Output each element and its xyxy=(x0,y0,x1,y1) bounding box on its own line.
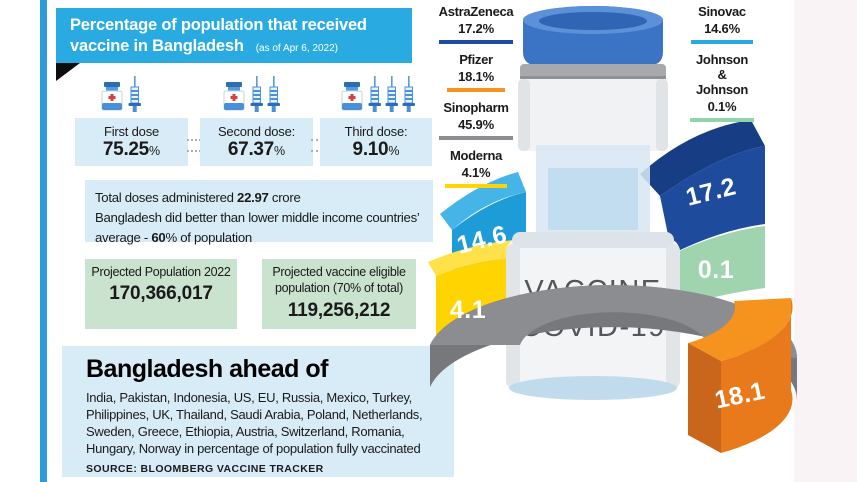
legend-percent: 18.1% xyxy=(458,68,494,84)
dose-value: 9.10 xyxy=(352,139,389,160)
dose-icon-group-2 xyxy=(222,74,280,116)
projection-label: Projected vaccine eligible population (7… xyxy=(272,265,406,296)
slice-label-moderna: 4.1 xyxy=(450,296,486,324)
as-of-date: (as of Apr 6, 2022) xyxy=(255,42,338,54)
legend-name: AstraZeneca xyxy=(438,4,514,19)
dose-icon-group-3 xyxy=(340,74,415,116)
legend-color-bar xyxy=(445,183,507,188)
pie-segment-sinopharm xyxy=(430,285,797,400)
legend-entry-moderna: Moderna 4.1% xyxy=(437,147,515,188)
right-background xyxy=(794,0,857,482)
vial-glass-base xyxy=(509,376,677,400)
syringe-icon xyxy=(128,76,141,112)
projection-value: 170,366,017 xyxy=(109,283,213,305)
legend-color-bar xyxy=(691,39,753,44)
legend-percent: 0.1% xyxy=(707,98,737,114)
dose-icon-group-1 xyxy=(100,74,141,116)
legend-entry-sinopharm: Sinopharm 45.9% xyxy=(437,99,515,140)
legend-entry-pfizer: Pfizer 18.1% xyxy=(437,51,515,92)
legend-percent: 14.6% xyxy=(704,20,740,36)
banner-tail xyxy=(56,63,80,81)
slice-label-sinopharm: 45.9 xyxy=(515,420,566,448)
syringe-icon xyxy=(368,76,381,112)
dose-label: First dose xyxy=(103,124,160,139)
syringe-icon xyxy=(250,76,263,112)
ahead-title: Bangladesh ahead of xyxy=(86,355,328,383)
projection-card-eligible: Projected vaccine eligible population (7… xyxy=(262,259,416,329)
legend-name: Johnson & Johnson xyxy=(696,51,749,97)
legend-right-column: Sinovac 14.6% Johnson & Johnson 0.1% xyxy=(683,4,761,131)
page-title: Percentage of population that received v… xyxy=(70,16,367,55)
legend-name: Pfizer xyxy=(459,51,493,67)
vial-icon xyxy=(223,82,245,111)
legend-entry-astrazeneca: AstraZeneca 17.2% xyxy=(437,4,515,44)
dotted-connector xyxy=(311,139,322,152)
total-doses-box: Total doses administered 22.97 crore Ban… xyxy=(85,180,433,245)
legend-entry-sinovac: Sinovac 14.6% xyxy=(683,4,761,44)
vaccine-brand-pie-chart: VACCINE COVID-19 17.2 0.1 18.1 45.9 4.1 … xyxy=(428,0,857,482)
vial-icon xyxy=(101,82,123,111)
dose-label: Third dose: xyxy=(344,124,408,139)
dose-unit: % xyxy=(388,144,400,158)
syringe-icon xyxy=(267,76,280,112)
projection-card-population: Projected Population 2022 170,366,017 xyxy=(85,259,237,329)
legend-name: Sinovac xyxy=(698,4,746,19)
legend-entry-johnson-johnson: Johnson & Johnson 0.1% xyxy=(683,51,761,122)
projection-label: Projected Population 2022 xyxy=(91,265,231,279)
dose-value: 67.37 xyxy=(227,139,274,160)
comparison-value: 60 xyxy=(151,229,166,245)
total-doses-value: 22.97 xyxy=(237,190,269,205)
dotted-connector xyxy=(187,139,201,152)
vial-neck-ring xyxy=(520,64,666,79)
pie-segment-johnson-johnson xyxy=(673,226,765,308)
legend-percent: 45.9% xyxy=(458,116,494,132)
legend-percent: 4.1% xyxy=(461,164,491,180)
vial-shoulder xyxy=(518,79,668,151)
pie-segment-astrazeneca xyxy=(640,120,765,254)
legend-left-column: AstraZeneca 17.2% Pfizer 18.1% Sinopharm… xyxy=(437,4,515,197)
title-banner: Percentage of population that received v… xyxy=(56,8,412,63)
legend-percent: 17.2% xyxy=(458,20,494,36)
total-doses-unit: crore xyxy=(268,190,301,205)
dose-label: Second dose: xyxy=(217,124,296,139)
pie-segment-pfizer xyxy=(688,298,793,453)
legend-name: Moderna xyxy=(449,147,503,163)
dose-value: 75.25 xyxy=(102,139,149,160)
left-accent-stripe xyxy=(40,0,47,482)
slice-label-johnson-johnson: 0.1 xyxy=(698,256,734,284)
dose-unit: % xyxy=(273,144,286,158)
legend-name: Sinopharm xyxy=(443,99,509,115)
dose-card-first: First dose 75.25% xyxy=(75,118,188,166)
dose-card-third: Third dose: 9.10% xyxy=(320,118,432,166)
syringe-icon xyxy=(402,76,415,112)
vaccine-vial-illustration: VACCINE COVID-19 xyxy=(506,6,680,400)
dose-card-second: Second dose: 67.37% xyxy=(200,118,313,166)
legend-color-bar xyxy=(447,87,505,92)
total-doses-text: Total doses administered xyxy=(95,190,238,205)
syringe-icon xyxy=(385,76,398,112)
legend-color-bar xyxy=(690,117,754,122)
legend-color-bar xyxy=(439,135,513,140)
ahead-country-list: India, Pakistan, Indonesia, US, EU, Russ… xyxy=(86,390,423,457)
dose-unit: % xyxy=(148,144,161,158)
legend-color-bar xyxy=(439,39,513,44)
comparison-text: Bangladesh did better than lower middle … xyxy=(95,209,420,245)
source-note: SOURCE: BLOOMBERG VACCINE TRACKER xyxy=(86,462,324,475)
projection-value: 119,256,212 xyxy=(287,299,391,321)
vial-icon xyxy=(341,82,363,111)
comparison-suffix: % of population xyxy=(165,229,252,245)
ahead-box: Bangladesh ahead of India, Pakistan, Ind… xyxy=(62,346,454,477)
